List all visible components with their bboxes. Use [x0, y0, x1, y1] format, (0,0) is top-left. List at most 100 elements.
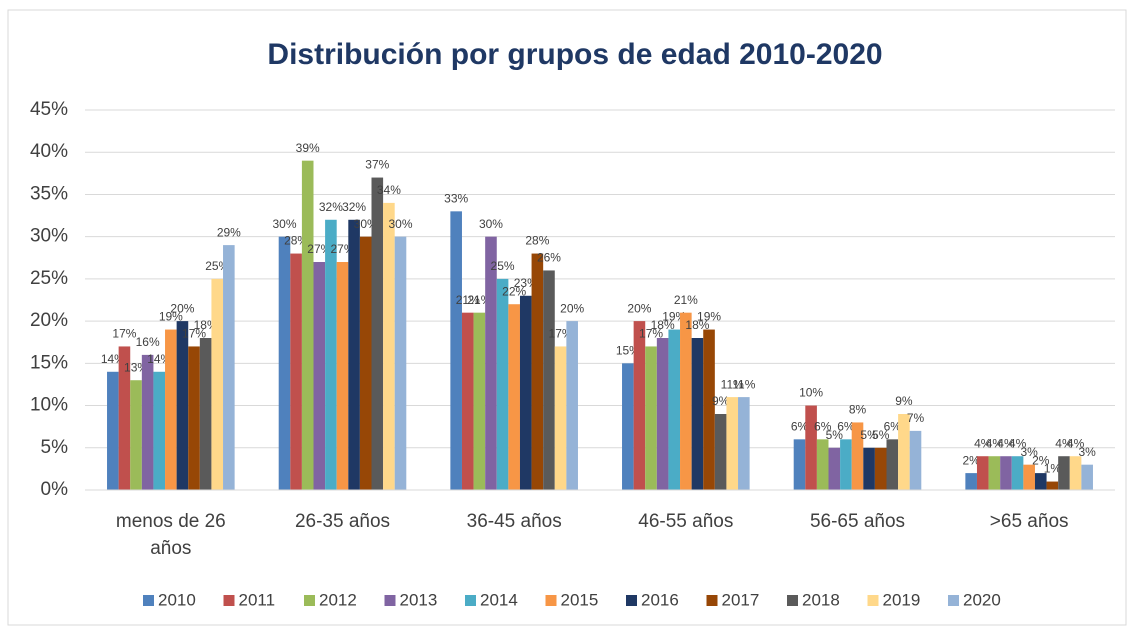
data-label: 2% [962, 453, 980, 467]
legend-label: 2015 [561, 590, 599, 609]
chart-frame [7, 9, 1127, 626]
data-label: 6% [814, 420, 832, 434]
data-label: 11% [732, 377, 755, 391]
bar [199, 338, 212, 490]
y-tick-label: 35% [30, 183, 68, 204]
bar [726, 397, 739, 490]
bar [153, 371, 166, 490]
bar [543, 270, 555, 490]
legend-swatch [948, 595, 959, 606]
bar [851, 422, 864, 490]
bar [165, 329, 177, 490]
bar [141, 354, 154, 490]
bar [645, 346, 657, 490]
data-label: 6% [791, 420, 809, 434]
bar [1011, 456, 1024, 490]
bar [886, 439, 899, 490]
data-label: 20% [170, 301, 194, 315]
legend-label: 2013 [400, 590, 438, 609]
data-label: 21% [456, 293, 480, 307]
bar [691, 338, 704, 490]
data-label: 25% [491, 259, 515, 273]
data-label: 9% [895, 394, 913, 408]
bar [473, 312, 486, 490]
bar [508, 304, 520, 490]
bar [531, 253, 544, 490]
bar [703, 329, 715, 490]
bar [566, 321, 578, 490]
legend-label: 2010 [158, 590, 196, 609]
x-tick-label: 56-65 años [810, 511, 905, 532]
legend-swatch [143, 595, 154, 606]
data-label: 4% [974, 436, 992, 450]
y-tick-label: 5% [41, 437, 69, 458]
bar [313, 262, 326, 490]
data-label: 21% [674, 293, 698, 307]
data-label: 18% [651, 318, 675, 332]
data-label: 4% [1055, 436, 1073, 450]
legend-swatch [384, 595, 396, 606]
legend-swatch [304, 595, 315, 606]
data-label: 16% [136, 335, 160, 349]
data-label: 4% [1067, 436, 1085, 450]
data-label: 10% [799, 386, 823, 400]
bar [909, 430, 922, 490]
y-tick-label: 0% [41, 479, 69, 500]
bar [1046, 481, 1059, 490]
bar [461, 312, 474, 490]
bar [874, 447, 887, 490]
x-tick-label: 46-55 años [638, 511, 733, 532]
data-label: 17% [182, 327, 206, 341]
bar [965, 473, 977, 490]
x-tick-label: 26-35 años [295, 511, 390, 532]
bar [336, 262, 349, 490]
bar [496, 278, 509, 490]
y-tick-label: 10% [30, 395, 68, 416]
x-tick-label: 36-45 años [467, 511, 562, 532]
bar [1000, 456, 1012, 490]
bar [290, 253, 302, 490]
legend-label: 2019 [883, 590, 921, 609]
data-label: 8% [849, 403, 867, 417]
bar [1069, 456, 1082, 490]
bar [988, 456, 1001, 490]
data-label: 4% [997, 436, 1015, 450]
data-label: 20% [560, 301, 584, 315]
data-label: 34% [377, 183, 401, 197]
data-label: 32% [319, 200, 343, 214]
bar [1023, 464, 1035, 490]
bar [898, 414, 910, 490]
bar [176, 321, 189, 490]
legend-label: 2014 [480, 590, 518, 609]
x-tick-label: >65 años [990, 511, 1069, 532]
bar [793, 439, 806, 490]
data-label: 33% [444, 192, 468, 206]
bar [325, 219, 337, 490]
data-label: 3% [1020, 445, 1038, 459]
bar [211, 278, 224, 490]
bar [1081, 464, 1093, 490]
bar [668, 329, 681, 490]
legend-swatch [465, 595, 476, 606]
data-label: 4% [1009, 436, 1027, 450]
data-label: 30% [272, 217, 296, 231]
y-tick-label: 20% [30, 310, 68, 331]
bar [383, 202, 395, 490]
bar [223, 245, 235, 490]
chart-title: Distribución por grupos de edad 2010-202… [267, 38, 882, 71]
bar [485, 236, 497, 490]
data-label: 7% [907, 411, 925, 425]
bar [348, 219, 360, 490]
y-tick-label: 40% [30, 141, 68, 162]
data-label: 11% [721, 377, 744, 391]
legend-label: 2012 [319, 590, 357, 609]
bar [633, 321, 646, 490]
bar [622, 363, 634, 490]
bar [805, 405, 817, 490]
bar [738, 397, 750, 490]
data-label: 1% [1044, 462, 1062, 476]
bar [118, 346, 131, 490]
data-label: 17% [639, 327, 663, 341]
data-label: 6% [837, 420, 855, 434]
